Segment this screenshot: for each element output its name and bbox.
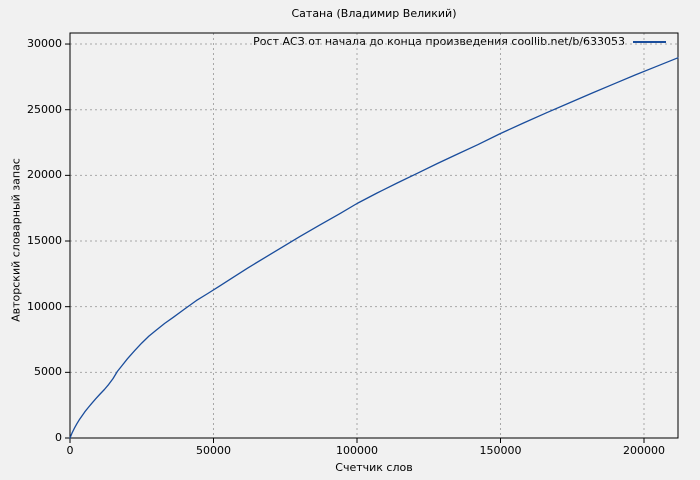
x-tick-label: 200000 [622,444,665,457]
y-tick-label: 25000 [27,102,62,116]
y-tick-label: 0 [55,431,62,444]
legend-line-sample-icon [633,40,666,43]
y-tick-label: 20000 [27,168,62,182]
x-tick-label: 100000 [335,444,378,457]
x-axis-title: Счетчик слов [335,461,413,474]
y-tick-label: 30000 [27,37,62,51]
y-tick-label: 5000 [34,365,62,379]
chart-title: Сатана (Владимир Великий) [291,7,457,20]
data-series-line [69,57,679,439]
legend-label: Рост АСЗ от начала до конца произведения… [253,35,625,48]
legend: Рост АСЗ от начала до конца произведения… [253,35,666,48]
x-tick-label: 50000 [195,444,231,457]
y-tick-label: 15000 [27,234,62,247]
y-tick-label: 10000 [27,299,62,313]
x-tick-label: 0 [66,444,74,457]
x-tick-label: 150000 [479,444,522,457]
